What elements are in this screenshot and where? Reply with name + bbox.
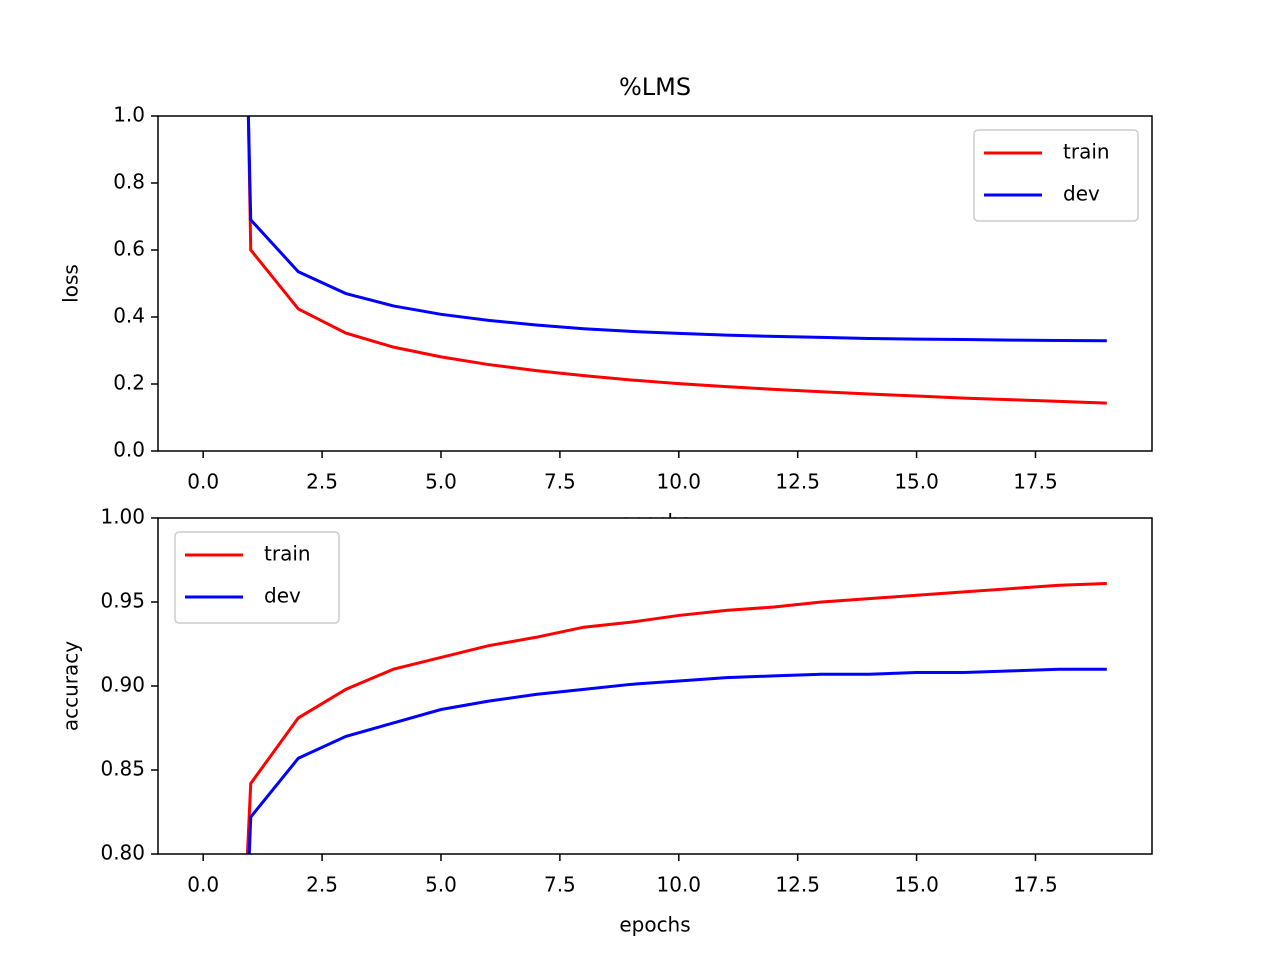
legend: train dev (174, 531, 340, 624)
series-line (246, 116, 1107, 405)
x-tick-label: 7.5 (544, 470, 576, 494)
x-tick-label: 12.5 (775, 470, 820, 494)
x-tick-label: 7.5 (544, 873, 576, 897)
y-axis-label: accuracy (59, 641, 83, 731)
x-tick-label: 15.0 (894, 873, 939, 897)
legend: train dev (973, 129, 1139, 222)
legend-label: dev (1063, 182, 1100, 206)
y-tick-label: 0.85 (100, 757, 145, 781)
x-tick-label: 0.0 (187, 470, 219, 494)
x-tick-label: 17.5 (1013, 470, 1058, 494)
series-line (246, 116, 1107, 343)
x-tick-label: 12.5 (775, 873, 820, 897)
x-tick-label: 2.5 (306, 470, 338, 494)
y-tick-label: 0.95 (100, 589, 145, 613)
y-tick-label: 0.80 (100, 841, 145, 865)
y-tick-label: 0.0 (113, 438, 145, 462)
series-line (247, 667, 1107, 854)
y-tick-label: 1.0 (113, 103, 145, 127)
legend-label: dev (264, 584, 301, 608)
plot-area (246, 116, 1107, 405)
legend-box (973, 129, 1139, 222)
legend-box (174, 531, 340, 624)
y-tick-label: 0.2 (113, 371, 145, 395)
x-tick-label: 15.0 (894, 470, 939, 494)
x-tick-label: 17.5 (1013, 873, 1058, 897)
legend-label: train (264, 542, 311, 566)
y-tick-label: 0.8 (113, 170, 145, 194)
y-tick-label: 0.4 (113, 304, 145, 328)
x-tick-label: 5.0 (425, 873, 457, 897)
plot-area (245, 582, 1107, 854)
chart-title: %LMS (619, 73, 691, 101)
x-tick-label: 2.5 (306, 873, 338, 897)
x-tick-label: 10.0 (657, 873, 702, 897)
y-axis-label: loss (59, 264, 83, 303)
x-tick-label: 5.0 (425, 470, 457, 494)
x-tick-label: 10.0 (657, 470, 702, 494)
x-tick-label: 0.0 (187, 873, 219, 897)
legend-label: train (1063, 140, 1110, 164)
y-tick-label: 0.90 (100, 673, 145, 697)
series-line (245, 582, 1107, 854)
y-tick-label: 0.6 (113, 237, 145, 261)
x-axis-label: epochs (619, 913, 690, 937)
axes-frame (157, 115, 1153, 452)
y-tick-label: 1.00 (100, 505, 145, 529)
